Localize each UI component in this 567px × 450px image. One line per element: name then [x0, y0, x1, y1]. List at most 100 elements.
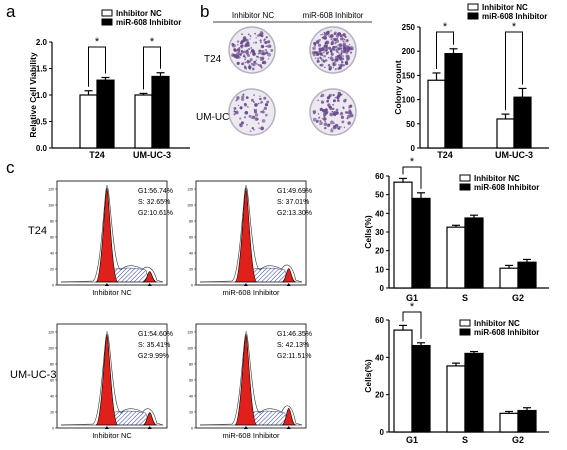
colony-dot [345, 39, 349, 43]
colony-dot [340, 37, 344, 41]
colony-dot [319, 107, 323, 112]
colony-dot [323, 54, 327, 58]
bar-mir608-inhibitor [464, 352, 484, 433]
y-tick-label: 200 [402, 47, 416, 56]
y-tick-label: 250 [402, 23, 416, 32]
colony-dot [336, 95, 340, 100]
colony-dot [324, 59, 328, 62]
histogram-tick-label: 40 [189, 395, 193, 399]
g1-peak [234, 187, 258, 283]
colony-dot [249, 38, 251, 40]
x-tick-label: G2 [512, 435, 524, 445]
colony-dot [233, 110, 236, 113]
colony-dot [330, 120, 334, 125]
colony-dot [322, 51, 325, 54]
colony-dot [345, 62, 349, 66]
colony-dot [337, 44, 340, 46]
g2-peak [142, 412, 157, 426]
colony-dot [317, 57, 320, 60]
legend-label-inhibitor-nc: Inhibitor NC [474, 319, 520, 328]
colony-dot [339, 34, 343, 38]
g1-percentage: G1:49.69% [277, 188, 312, 195]
colony-dot [335, 111, 339, 115]
bar-inhibitor-nc [393, 329, 413, 433]
colony-dot [330, 52, 334, 56]
colony-dot [239, 53, 242, 56]
colony-dot [340, 115, 345, 120]
colony-dot [328, 66, 333, 70]
colony-dot [236, 40, 240, 43]
colony-dot [319, 52, 323, 56]
colony-dot [334, 68, 337, 71]
colony-dot [348, 109, 352, 113]
colony-dot [317, 43, 322, 47]
colony-dot [338, 43, 343, 47]
colony-dot [347, 46, 351, 50]
colony-dot [342, 106, 345, 109]
y-tick-label: 60 [375, 316, 384, 325]
chart-relative-viability: 0.0 0.5 1.0 1.5 2.0 Relative Cell Viability T2… [28, 9, 190, 160]
colony-dot [338, 52, 340, 54]
colony-dot [332, 61, 335, 64]
legend-swatch [101, 9, 113, 17]
histogram-tick-label: 20 [50, 411, 54, 415]
legend-label-inhibitor-nc: Inhibitor NC [116, 9, 162, 18]
colony-dot [236, 96, 240, 100]
histogram-tick-label: 120 [187, 331, 193, 335]
colony-dot [255, 37, 257, 39]
colony-dot [348, 104, 352, 108]
colony-dot [327, 123, 331, 127]
colony-dot [233, 113, 236, 116]
g1-peak [95, 187, 119, 283]
histogram-x-label: Inhibitor NC [92, 431, 132, 440]
colony-dot [264, 113, 268, 117]
colony-dot [244, 61, 246, 64]
y-tick-label: 40 [375, 209, 384, 218]
colony-dot [261, 110, 265, 114]
colony-dot [247, 33, 250, 36]
colony-dot [332, 58, 336, 61]
y-tick-label: 30 [375, 228, 384, 237]
colony-dot [349, 113, 354, 118]
histogram-outline [60, 331, 164, 426]
s-percentage: S: 42.13% [277, 342, 309, 349]
colony-dot [312, 46, 316, 51]
colony-dot [344, 44, 348, 49]
colony-dot [251, 115, 256, 119]
colony-dot [340, 126, 342, 128]
colony-dot [321, 58, 324, 62]
peak-marker [286, 283, 291, 286]
colony-dot [319, 123, 321, 126]
y-tick-label: 40 [375, 353, 384, 362]
colony-dot [261, 56, 265, 60]
y-tick-label: 0 [380, 284, 385, 293]
colony-dot [334, 45, 338, 49]
legend-swatch [101, 18, 113, 26]
y-axis-label: Cells(%) [363, 359, 373, 393]
colony-dot [333, 37, 336, 41]
histogram-tick-label: 40 [189, 252, 193, 256]
colony-dot [233, 48, 236, 51]
colony-dot [245, 42, 249, 47]
colony-dot [316, 59, 320, 63]
colony-dot [266, 45, 269, 48]
colony-dot [327, 99, 329, 102]
colony-dot [341, 57, 345, 61]
colony-dot [337, 127, 341, 130]
colony-dot [313, 51, 317, 54]
histogram-tick-label: 100 [187, 204, 193, 208]
colony-dot [327, 56, 330, 59]
colony-dot [232, 45, 234, 48]
legend-label-inhibitor-nc: Inhibitor NC [482, 3, 528, 12]
colony-dot [243, 116, 247, 119]
panel-label-b: b [200, 2, 209, 21]
histogram-outline [60, 184, 164, 283]
legend-swatch [467, 12, 479, 20]
colony-dot [261, 50, 263, 52]
peak-marker [243, 283, 248, 286]
colony-dot [332, 93, 335, 97]
colony-dot [320, 93, 325, 98]
colony-dot [343, 38, 346, 41]
significance-bracket [402, 311, 422, 339]
peak-marker [147, 426, 152, 429]
